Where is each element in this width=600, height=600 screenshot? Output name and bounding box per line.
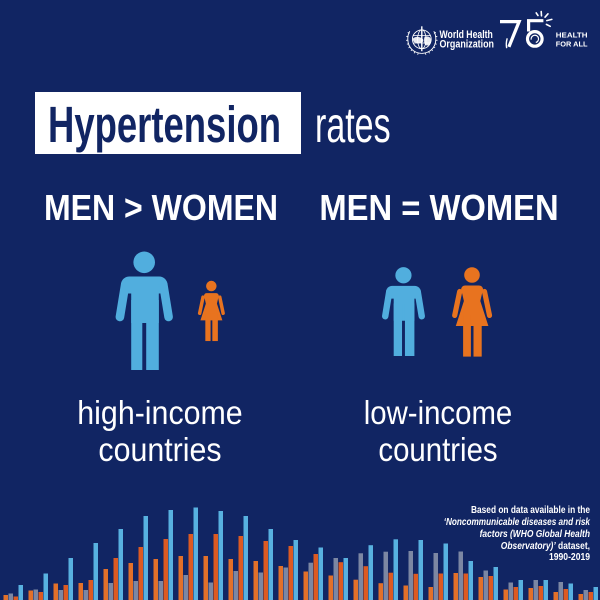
svg-text:HEALTH: HEALTH — [556, 31, 588, 40]
svg-text:Organization: Organization — [440, 39, 495, 51]
svg-text:FOR ALL: FOR ALL — [556, 40, 588, 49]
svg-text:World Health: World Health — [440, 29, 493, 41]
